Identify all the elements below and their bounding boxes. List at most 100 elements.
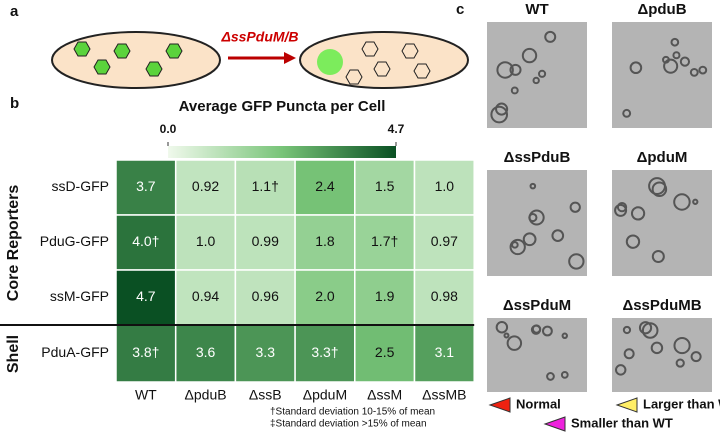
particle (692, 198, 699, 205)
image-title: ΔpduB (637, 1, 686, 18)
heatmap-cell (234, 159, 296, 216)
particle (622, 108, 632, 118)
cell-label: 3.6 (196, 344, 216, 360)
legend-label: Larger than WT (643, 396, 720, 411)
cell-label: 1.8 (315, 233, 335, 249)
heatmap-cell (354, 159, 416, 216)
particle (650, 341, 664, 355)
particle (495, 102, 509, 116)
cell-label: 2.0 (315, 288, 335, 304)
particle (495, 320, 509, 334)
cell-label: 0.98 (431, 288, 458, 304)
column-label: WT (135, 387, 157, 403)
particle (672, 51, 681, 60)
colorbar-title: Average GFP Puncta per Cell (179, 98, 386, 115)
particle (510, 86, 519, 95)
particle (530, 324, 542, 335)
cell-label: 3.8† (132, 344, 159, 360)
image-title: WT (525, 1, 548, 18)
cell-label: 4.7 (136, 288, 156, 304)
image-legend (488, 397, 638, 432)
cell-label: 4.0† (132, 233, 159, 249)
cell-label: 0.99 (252, 233, 279, 249)
heatmap-cell (115, 269, 177, 326)
heatmap-cell (174, 324, 237, 383)
row-label: ssD-GFP (51, 178, 109, 194)
cell-label: 1.0 (435, 178, 455, 194)
particle (651, 249, 665, 264)
particle (651, 181, 668, 198)
particle (511, 241, 519, 249)
cell-label: 2.5 (375, 344, 395, 360)
heatmap-cell (294, 159, 356, 216)
schematic (51, 31, 469, 89)
footnote: †Standard deviation 10-15% of mean (270, 407, 435, 418)
column-label: ΔssM (367, 387, 402, 403)
particle (622, 325, 632, 335)
particle (503, 332, 510, 339)
particle (546, 372, 555, 381)
cell-label: 1.5 (375, 178, 395, 194)
cell-label: 0.94 (192, 288, 219, 304)
micrograph (487, 22, 587, 128)
particle (529, 182, 537, 190)
micrograph (487, 318, 587, 392)
particle (670, 37, 680, 47)
particle (551, 229, 565, 242)
cell-label: 1.1† (252, 178, 279, 194)
particle (673, 337, 691, 355)
colorbar-tick-label: 0.0 (160, 122, 177, 136)
row-label: PduA-GFP (41, 344, 109, 360)
particle (544, 30, 557, 43)
particle (673, 193, 691, 211)
heatmap-cell (413, 159, 475, 216)
particle (569, 201, 581, 213)
cell-label: 3.3† (311, 344, 338, 360)
heatmap-cell (174, 269, 237, 326)
particle (698, 65, 708, 75)
image-title: ΔssPduB (504, 149, 571, 166)
heatmap-cell (294, 324, 356, 383)
particle (528, 212, 538, 223)
particle (675, 358, 685, 368)
micrograph (612, 318, 712, 392)
particle (496, 61, 514, 79)
particle (690, 351, 702, 363)
cell-label: 1.9 (375, 288, 395, 304)
cell-label: 2.4 (315, 178, 335, 194)
particle (509, 63, 522, 76)
cell-label: 0.97 (431, 233, 458, 249)
cell-label: 0.92 (192, 178, 219, 194)
row-label: PduG-GFP (40, 233, 109, 249)
particle (561, 332, 568, 340)
panel-label: c (456, 1, 464, 18)
particle (679, 56, 691, 67)
particle (490, 105, 509, 124)
row-group-label: Core Reporters (5, 185, 22, 302)
row-group-label: Shell (5, 335, 22, 373)
particle (532, 76, 540, 85)
cell-label: 3.3 (256, 344, 276, 360)
heatmap-cell (413, 214, 475, 271)
particle (630, 206, 646, 221)
cell-label: 3.7 (136, 178, 156, 194)
particle (506, 335, 523, 351)
particle (615, 364, 627, 376)
particle (541, 325, 553, 337)
cell-label: 3.1 (435, 344, 455, 360)
row-label: ssM-GFP (50, 288, 109, 304)
particle (522, 232, 537, 247)
particle (568, 253, 585, 270)
image-title: ΔpduM (637, 149, 688, 166)
cell-label: 0.96 (252, 288, 279, 304)
legend-label: Smaller than WT (571, 415, 673, 430)
heatmap-cell (234, 324, 296, 383)
particle (663, 58, 679, 74)
image-title: ΔssPduMB (622, 297, 701, 314)
image-title: ΔssPduM (503, 297, 571, 314)
panel-label: a (10, 3, 19, 20)
cell-label: 1.0 (196, 233, 216, 249)
heatmap-cell (413, 269, 475, 326)
micrograph (487, 170, 587, 276)
particle (625, 234, 641, 249)
